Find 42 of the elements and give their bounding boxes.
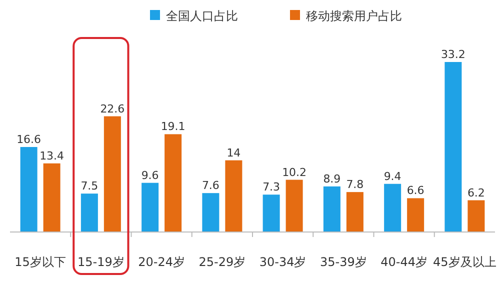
data-label: 19.1 (160, 120, 186, 134)
bar (202, 193, 220, 232)
data-label: 7.5 (80, 180, 98, 193)
data-label: 33.2 (440, 48, 466, 61)
bar (346, 192, 364, 232)
bar (323, 186, 340, 232)
bar (104, 116, 121, 232)
x-tick-label: 35-39岁 (320, 255, 367, 269)
x-tick-label: 40-44岁 (380, 255, 428, 269)
bar (262, 194, 280, 232)
data-label: 10.2 (282, 166, 307, 179)
data-label: 13.4 (40, 149, 64, 162)
data-label: 7.8 (346, 178, 364, 192)
x-tick-label: 45岁及以上 (433, 255, 496, 269)
x-tick-label: 30-34岁 (259, 255, 306, 269)
legend-label: 移动搜索用户占比 (306, 9, 402, 23)
data-label: 9.4 (384, 170, 402, 183)
data-label: 7.3 (262, 180, 280, 194)
data-label: 9.6 (141, 168, 159, 182)
data-label: 14 (226, 146, 241, 160)
data-label: 22.6 (100, 102, 125, 116)
bar (444, 62, 462, 232)
bar (43, 163, 60, 232)
bar (225, 160, 242, 232)
x-tick-label: 15岁以下 (14, 255, 66, 269)
data-label: 8.9 (323, 172, 341, 186)
bar (20, 147, 38, 232)
bar (384, 184, 402, 232)
x-tick-label: 15-19岁 (78, 255, 124, 269)
bar (286, 180, 303, 232)
bar (468, 200, 485, 232)
bar (164, 134, 182, 232)
x-tick-label: 25-29岁 (198, 255, 246, 269)
data-label: 6.6 (406, 184, 424, 198)
bar (80, 194, 98, 232)
data-label: 16.6 (16, 133, 42, 146)
x-tick-label: 20-24岁 (138, 255, 185, 269)
legend-label: 全国人口占比 (166, 9, 238, 23)
data-label: 6.2 (467, 186, 485, 200)
data-label: 7.6 (202, 179, 220, 192)
bar (142, 182, 159, 232)
bar (407, 198, 424, 232)
